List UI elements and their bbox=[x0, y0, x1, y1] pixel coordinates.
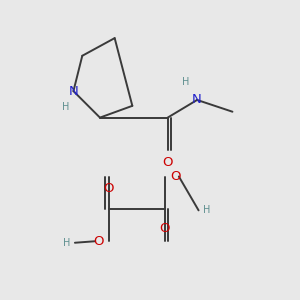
Text: O: O bbox=[103, 182, 114, 195]
Text: H: H bbox=[63, 238, 70, 248]
Text: O: O bbox=[170, 170, 180, 183]
Text: O: O bbox=[93, 235, 104, 248]
Text: N: N bbox=[192, 93, 202, 106]
Text: H: H bbox=[62, 102, 70, 112]
Text: N: N bbox=[69, 85, 78, 98]
Text: O: O bbox=[162, 156, 173, 169]
Text: H: H bbox=[182, 77, 189, 87]
Text: H: H bbox=[203, 206, 210, 215]
Text: O: O bbox=[160, 222, 170, 236]
